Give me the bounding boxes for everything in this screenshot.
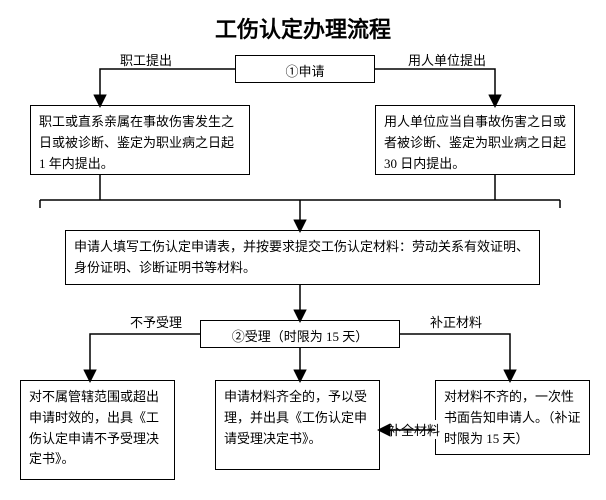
- label-employee-submit: 职工提出: [120, 50, 172, 69]
- node-employee-apply: 职工或直系亲属在事故伤害发生之日或被诊断、鉴定为职业病之日起 1 年内提出。: [30, 105, 250, 175]
- node-accept: ②受理（时限为 15 天）: [200, 320, 400, 348]
- node-unit-apply: 用人单位应当自事故伤害之日或者被诊断、鉴定为职业病之日起 30 日内提出。: [375, 105, 575, 175]
- node-supplement: 对材料不齐的，一次性书面告知申请人。（补证时限为 15 天）: [435, 380, 590, 455]
- node-reject: 对不属管辖范围或超出申请时效的，出具《工伤认定申请不予受理决定书》。: [20, 380, 175, 480]
- label-supplement: 补正材料: [430, 312, 482, 331]
- label-unit-submit: 用人单位提出: [408, 50, 486, 69]
- node-approve: 申请材料齐全的，予以受理，并出具《工伤认定申请受理决定书》。: [215, 380, 380, 470]
- label-not-accept: 不予受理: [130, 312, 182, 331]
- page-title: 工伤认定办理流程: [0, 12, 606, 44]
- node-apply: ①申请: [235, 55, 375, 83]
- label-supplement-complete: 补全材料: [388, 420, 440, 439]
- node-materials: 申请人填写工伤认定申请表，并按要求提交工伤认定材料：劳动关系有效证明、身份证明、…: [65, 230, 540, 285]
